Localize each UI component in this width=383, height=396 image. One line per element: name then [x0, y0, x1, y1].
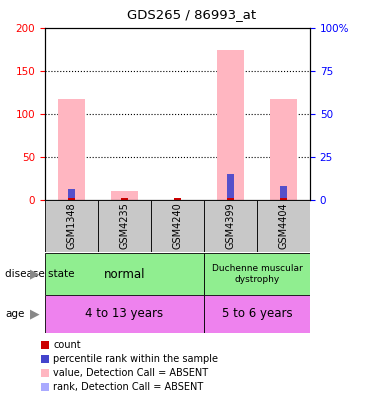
Text: 5 to 6 years: 5 to 6 years — [222, 308, 292, 320]
Bar — [98, 200, 151, 252]
Bar — [45, 253, 204, 295]
Bar — [111, 191, 138, 200]
Bar — [121, 198, 128, 200]
Bar — [58, 99, 85, 200]
Text: Duchenne muscular
dystrophy: Duchenne muscular dystrophy — [212, 264, 302, 284]
Text: rank, Detection Call = ABSENT: rank, Detection Call = ABSENT — [53, 382, 203, 392]
Bar — [45, 295, 204, 333]
Bar — [45, 200, 98, 252]
Text: count: count — [53, 340, 81, 350]
Bar — [151, 200, 204, 252]
Text: GSM4404: GSM4404 — [278, 203, 288, 249]
Bar — [228, 198, 234, 200]
Text: value, Detection Call = ABSENT: value, Detection Call = ABSENT — [53, 368, 208, 378]
Text: ▶: ▶ — [30, 268, 40, 280]
Bar — [204, 295, 310, 333]
Bar — [217, 50, 244, 200]
Bar — [174, 198, 181, 200]
Bar — [68, 189, 75, 200]
Bar — [280, 198, 287, 200]
Text: normal: normal — [104, 268, 145, 280]
Text: GSM4240: GSM4240 — [172, 203, 183, 249]
Text: GSM1348: GSM1348 — [67, 203, 77, 249]
Text: GSM4235: GSM4235 — [119, 203, 129, 249]
Text: ▶: ▶ — [30, 308, 40, 320]
Bar — [270, 99, 297, 200]
Bar — [204, 253, 310, 295]
Text: age: age — [5, 309, 25, 319]
Bar — [174, 198, 181, 200]
Text: GDS265 / 86993_at: GDS265 / 86993_at — [127, 8, 256, 21]
Text: percentile rank within the sample: percentile rank within the sample — [53, 354, 218, 364]
Bar — [228, 174, 234, 200]
Bar — [68, 198, 75, 200]
Bar — [204, 200, 257, 252]
Text: GSM4399: GSM4399 — [226, 203, 236, 249]
Bar — [280, 186, 287, 200]
Text: 4 to 13 years: 4 to 13 years — [85, 308, 164, 320]
Bar — [257, 200, 310, 252]
Text: disease state: disease state — [5, 269, 75, 279]
